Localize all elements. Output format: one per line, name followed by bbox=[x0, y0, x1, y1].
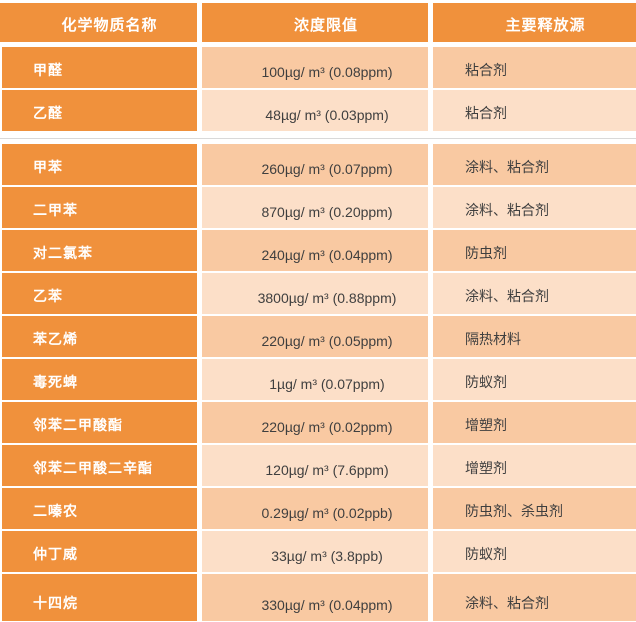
release-source-cell: 涂料、粘合剂 bbox=[433, 187, 636, 228]
table-row: 邻苯二甲酸酯 220µg/ m³ (0.02ppm) 增塑剂 bbox=[0, 402, 636, 443]
table-row: 乙醛 48µg/ m³ (0.03ppm) 粘合剂 bbox=[0, 90, 636, 131]
table-row: 邻苯二甲酸二辛酯 120µg/ m³ (7.6ppm) 增塑剂 bbox=[0, 445, 636, 486]
table-row: 二嗪农 0.29µg/ m³ (0.02ppb) 防虫剂、杀虫剂 bbox=[0, 488, 636, 529]
chemical-name-cell: 邻苯二甲酸二辛酯 bbox=[0, 445, 197, 486]
chemical-name-cell: 乙苯 bbox=[0, 273, 197, 314]
separator-line bbox=[0, 138, 636, 139]
chemical-name-cell: 毒死蜱 bbox=[0, 359, 197, 400]
table-row: 二甲苯 870µg/ m³ (0.20ppm) 涂料、粘合剂 bbox=[0, 187, 636, 228]
concentration-limit-cell: 100µg/ m³ (0.08ppm) bbox=[202, 47, 428, 88]
chemical-name-cell: 二甲苯 bbox=[0, 187, 197, 228]
chemical-name-cell: 二嗪农 bbox=[0, 488, 197, 529]
table-row: 十四烷 330µg/ m³ (0.04ppm) 涂料、粘合剂 bbox=[0, 574, 636, 621]
chemical-name-cell: 对二氯苯 bbox=[0, 230, 197, 271]
chemical-name-cell: 甲苯 bbox=[0, 144, 197, 185]
header-main-release-source: 主要释放源 bbox=[433, 3, 636, 42]
chemical-name-cell: 苯乙烯 bbox=[0, 316, 197, 357]
release-source-cell: 涂料、粘合剂 bbox=[433, 574, 636, 621]
table-row: 甲醛 100µg/ m³ (0.08ppm) 粘合剂 bbox=[0, 47, 636, 88]
concentration-limit-cell: 1µg/ m³ (0.07ppm) bbox=[202, 359, 428, 400]
table-row: 甲苯 260µg/ m³ (0.07ppm) 涂料、粘合剂 bbox=[0, 144, 636, 185]
release-source-cell: 防虫剂 bbox=[433, 230, 636, 271]
concentration-limit-cell: 220µg/ m³ (0.02ppm) bbox=[202, 402, 428, 443]
chemical-name-cell: 邻苯二甲酸酯 bbox=[0, 402, 197, 443]
table-row: 乙苯 3800µg/ m³ (0.88ppm) 涂料、粘合剂 bbox=[0, 273, 636, 314]
chemical-name-cell: 仲丁威 bbox=[0, 531, 197, 572]
group-separator bbox=[0, 133, 636, 144]
header-concentration-limit: 浓度限值 bbox=[202, 3, 428, 42]
table-row: 毒死蜱 1µg/ m³ (0.07ppm) 防蚁剂 bbox=[0, 359, 636, 400]
table-row: 对二氯苯 240µg/ m³ (0.04ppm) 防虫剂 bbox=[0, 230, 636, 271]
table-row: 苯乙烯 220µg/ m³ (0.05ppm) 隔热材料 bbox=[0, 316, 636, 357]
release-source-cell: 增塑剂 bbox=[433, 402, 636, 443]
table-body: 甲醛 100µg/ m³ (0.08ppm) 粘合剂 乙醛 48µg/ m³ (… bbox=[0, 47, 636, 621]
release-source-cell: 防蚁剂 bbox=[433, 359, 636, 400]
concentration-limit-cell: 870µg/ m³ (0.20ppm) bbox=[202, 187, 428, 228]
release-source-cell: 涂料、粘合剂 bbox=[433, 273, 636, 314]
release-source-cell: 粘合剂 bbox=[433, 90, 636, 131]
release-source-cell: 涂料、粘合剂 bbox=[433, 144, 636, 185]
concentration-limit-cell: 240µg/ m³ (0.04ppm) bbox=[202, 230, 428, 271]
release-source-cell: 粘合剂 bbox=[433, 47, 636, 88]
chemical-name-cell: 乙醛 bbox=[0, 90, 197, 131]
concentration-limit-cell: 33µg/ m³ (3.8ppb) bbox=[202, 531, 428, 572]
concentration-limit-cell: 120µg/ m³ (7.6ppm) bbox=[202, 445, 428, 486]
concentration-limit-cell: 48µg/ m³ (0.03ppm) bbox=[202, 90, 428, 131]
concentration-limit-cell: 260µg/ m³ (0.07ppm) bbox=[202, 144, 428, 185]
header-chemical-name: 化学物质名称 bbox=[0, 3, 197, 42]
release-source-cell: 增塑剂 bbox=[433, 445, 636, 486]
concentration-limit-cell: 3800µg/ m³ (0.88ppm) bbox=[202, 273, 428, 314]
concentration-limit-cell: 0.29µg/ m³ (0.02ppb) bbox=[202, 488, 428, 529]
table-row: 仲丁威 33µg/ m³ (3.8ppb) 防蚁剂 bbox=[0, 531, 636, 572]
concentration-limit-cell: 330µg/ m³ (0.04ppm) bbox=[202, 574, 428, 621]
table-header-row: 化学物质名称 浓度限值 主要释放源 bbox=[0, 3, 636, 42]
chemical-name-cell: 甲醛 bbox=[0, 47, 197, 88]
release-source-cell: 防虫剂、杀虫剂 bbox=[433, 488, 636, 529]
concentration-limit-cell: 220µg/ m³ (0.05ppm) bbox=[202, 316, 428, 357]
release-source-cell: 隔热材料 bbox=[433, 316, 636, 357]
release-source-cell: 防蚁剂 bbox=[433, 531, 636, 572]
chemical-name-cell: 十四烷 bbox=[0, 574, 197, 621]
